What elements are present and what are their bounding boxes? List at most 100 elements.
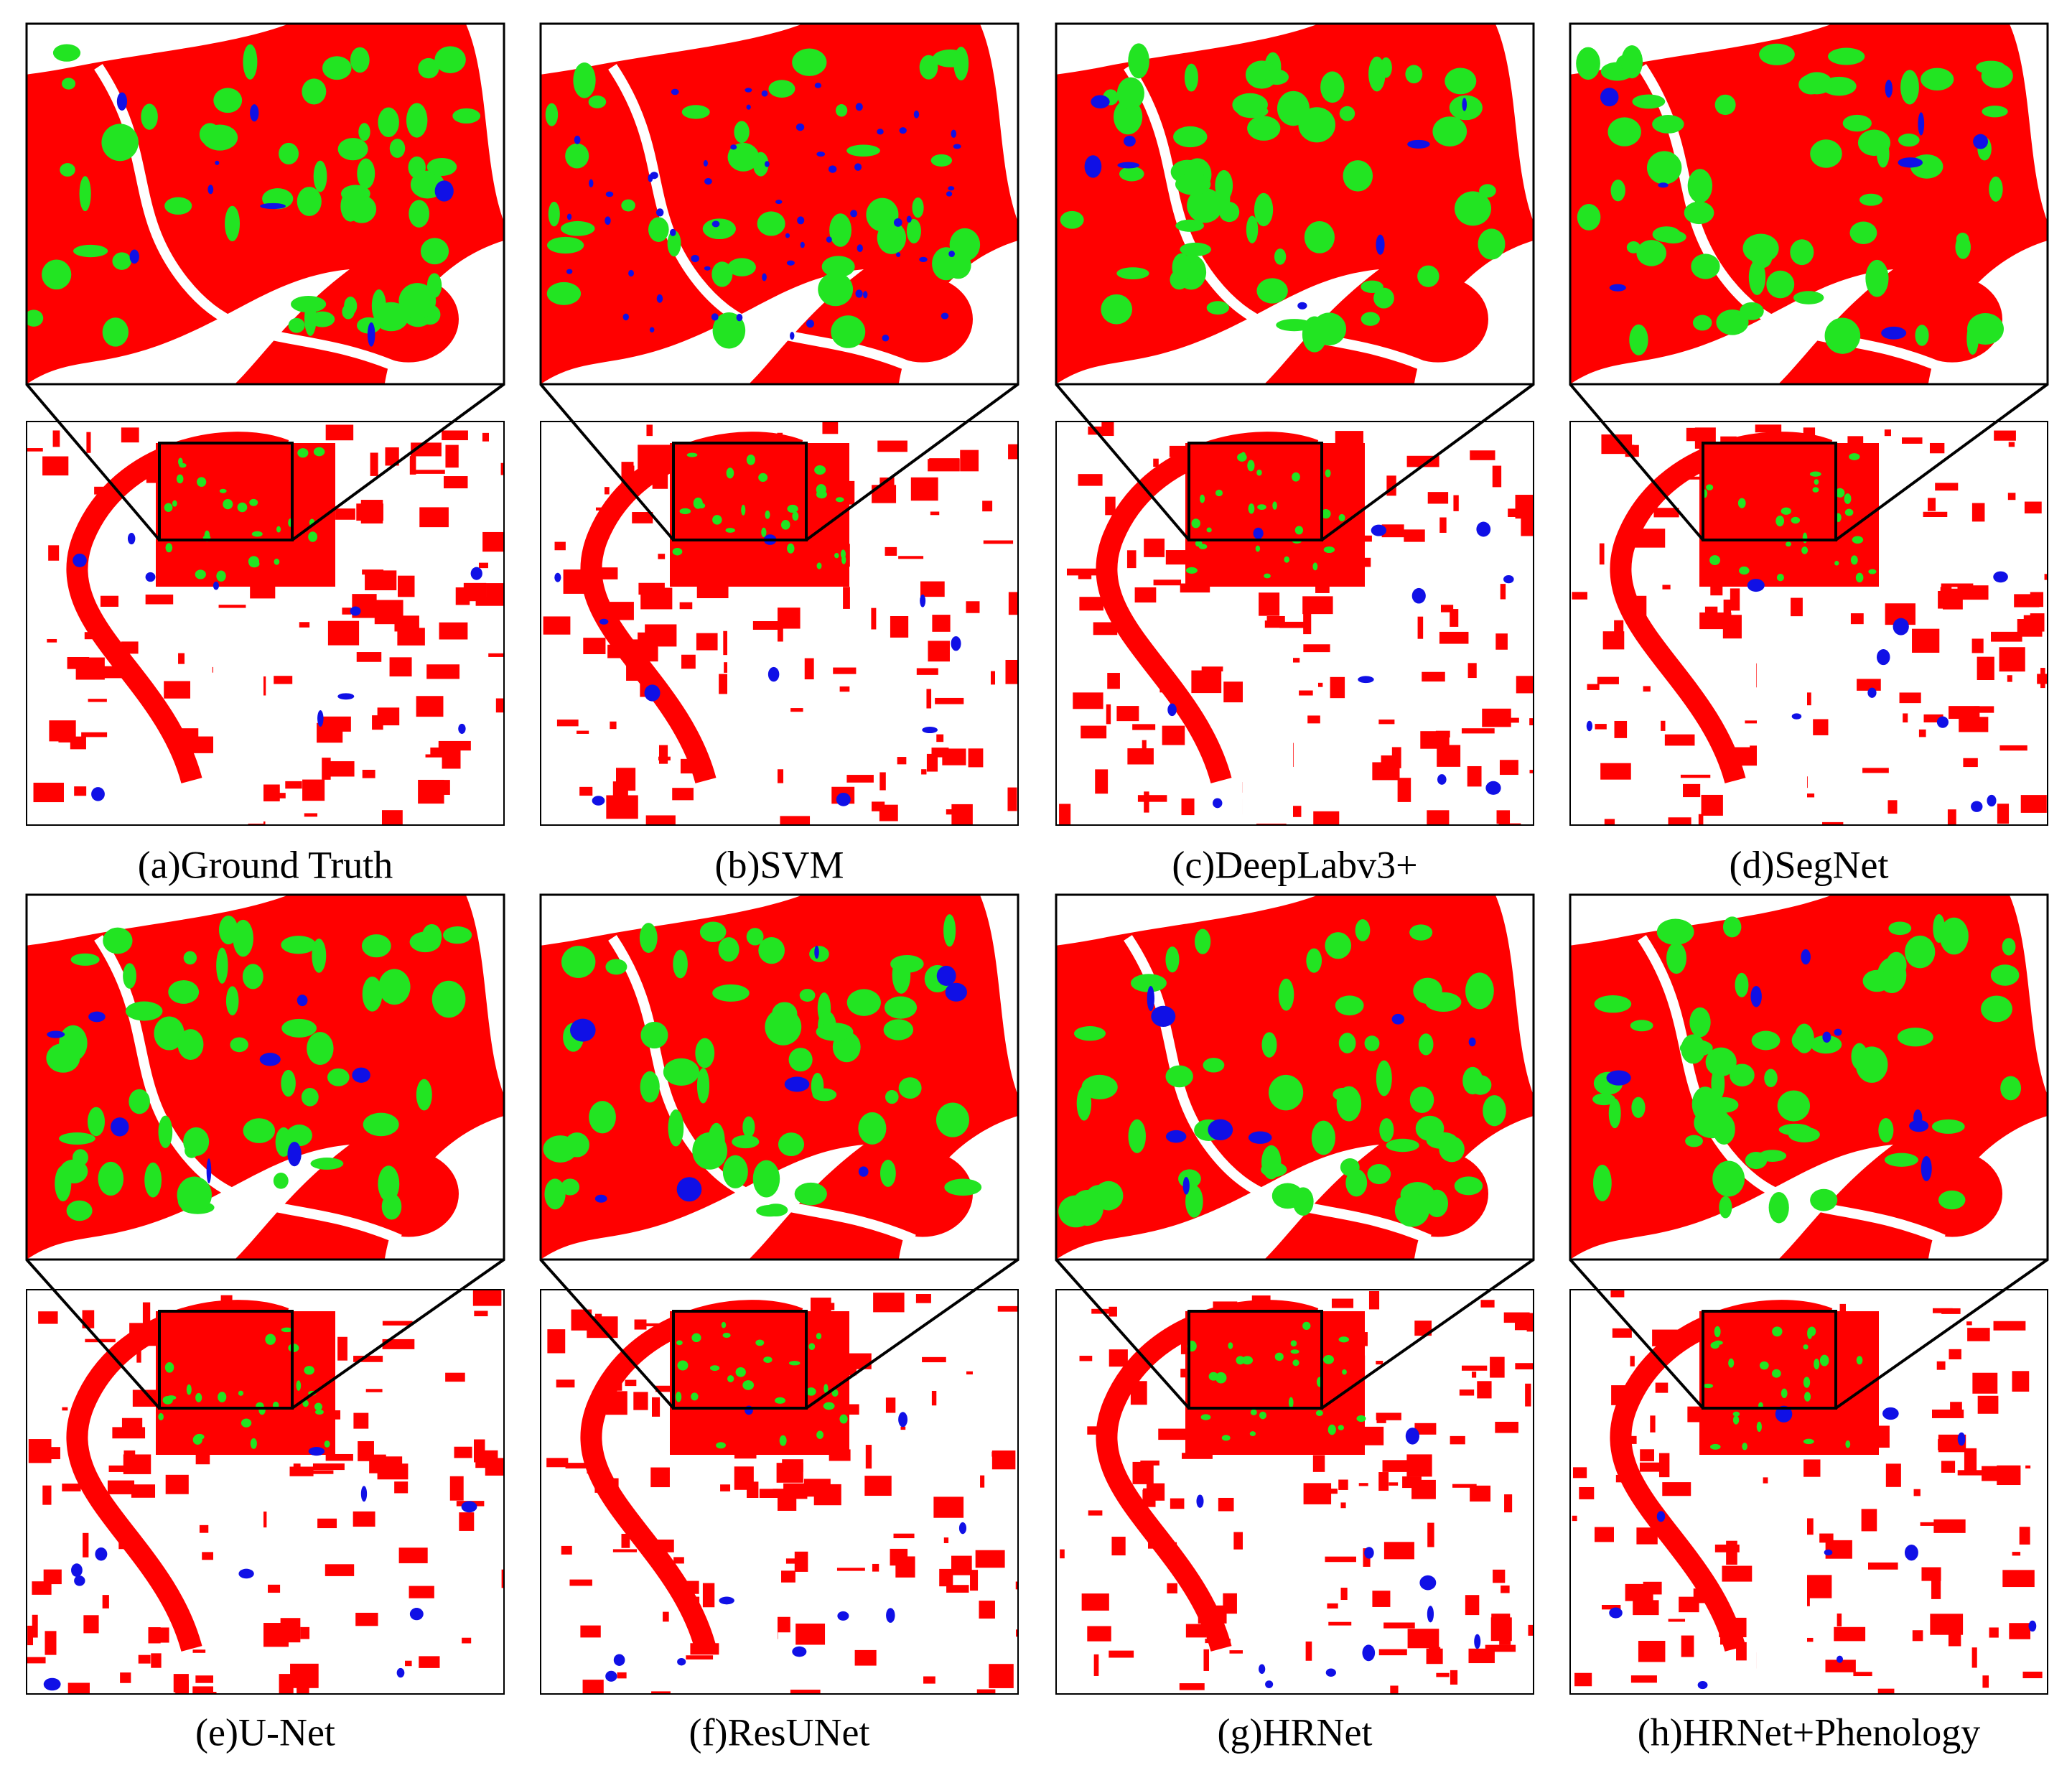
blob <box>1302 1321 1311 1330</box>
map-white <box>541 24 1018 384</box>
building <box>325 1453 353 1461</box>
blob <box>948 251 955 258</box>
blob <box>308 1447 325 1456</box>
building <box>1837 1613 1842 1626</box>
building <box>136 1347 141 1363</box>
building <box>1801 459 1820 482</box>
blob <box>1241 1356 1254 1365</box>
building <box>1205 1639 1231 1644</box>
building <box>1450 1670 1458 1685</box>
building <box>486 583 504 599</box>
blob <box>727 258 756 276</box>
blob <box>1750 985 1762 1007</box>
blob <box>177 1029 204 1060</box>
building <box>1936 1361 1946 1370</box>
blob <box>719 1596 734 1605</box>
building <box>1620 1435 1637 1444</box>
building <box>192 1686 217 1694</box>
building <box>472 1290 502 1306</box>
building <box>764 1379 778 1395</box>
caption: (e)U-Net <box>195 1710 335 1754</box>
blob <box>726 467 734 479</box>
building <box>43 1569 62 1585</box>
zoom-map <box>27 895 504 1260</box>
building <box>1453 495 1459 511</box>
building <box>1066 568 1100 576</box>
building <box>1957 585 1989 600</box>
blob <box>831 315 866 348</box>
building <box>185 736 215 753</box>
blob <box>565 143 589 169</box>
building <box>356 652 382 662</box>
caption: (h)HRNet+Phenology <box>1638 1710 1980 1754</box>
blob <box>1130 974 1167 992</box>
blob <box>195 1392 202 1402</box>
connector <box>1055 1258 1190 1410</box>
building <box>1495 1421 1518 1433</box>
building <box>1480 1300 1495 1308</box>
building <box>1378 720 1395 725</box>
building <box>2012 1552 2021 1556</box>
blob <box>1775 515 1785 527</box>
blob <box>913 110 920 118</box>
building <box>1078 574 1092 579</box>
building <box>890 615 909 638</box>
blob <box>958 1522 967 1535</box>
building <box>1420 731 1450 749</box>
blob <box>164 197 192 215</box>
building <box>2037 674 2048 684</box>
blob <box>62 78 76 90</box>
building <box>871 607 877 630</box>
building <box>32 1614 38 1638</box>
building <box>872 1563 879 1572</box>
map-white <box>1570 895 2048 1260</box>
blob <box>396 1667 405 1678</box>
overview-frame <box>1569 421 2048 826</box>
blob <box>287 1141 302 1167</box>
building <box>655 1385 685 1392</box>
building <box>946 1585 969 1593</box>
building <box>1912 628 1940 653</box>
building <box>587 1467 607 1474</box>
blob <box>218 1392 227 1402</box>
blob <box>363 1112 399 1137</box>
blob <box>1101 294 1132 325</box>
blob <box>712 984 750 1002</box>
building <box>1997 1465 2021 1486</box>
building <box>975 1550 1005 1568</box>
blob <box>725 528 735 533</box>
plaza <box>727 630 778 824</box>
building <box>1493 1569 1506 1583</box>
blob <box>730 144 737 150</box>
blob <box>1297 302 1307 309</box>
building <box>933 1496 964 1518</box>
building <box>673 1557 684 1564</box>
building <box>1142 740 1147 750</box>
blob <box>238 1390 244 1396</box>
blob <box>548 201 560 227</box>
building <box>1971 638 1984 653</box>
blob <box>27 309 44 327</box>
overview-map <box>27 1290 504 1694</box>
blob <box>946 191 953 197</box>
blob <box>1756 1421 1762 1433</box>
blob <box>1798 74 1824 95</box>
blob <box>857 244 863 253</box>
blob <box>166 1395 177 1400</box>
blob <box>1256 469 1262 476</box>
building <box>1923 511 1948 517</box>
building <box>1095 769 1109 794</box>
building <box>612 781 628 804</box>
blob <box>814 83 822 88</box>
building <box>1348 535 1372 542</box>
blob <box>307 1032 334 1065</box>
blob <box>1900 70 1919 105</box>
building <box>1358 1483 1368 1486</box>
blob <box>313 447 325 457</box>
building <box>394 1481 409 1494</box>
blob <box>588 96 607 108</box>
blob <box>1790 239 1814 266</box>
blob <box>1898 134 1920 147</box>
building <box>612 1549 638 1552</box>
blob <box>1775 1405 1793 1423</box>
